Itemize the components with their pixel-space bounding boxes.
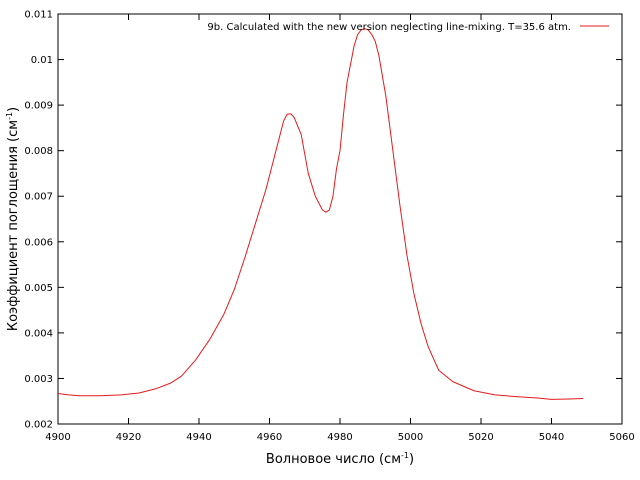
data-point: [428, 346, 429, 347]
data-point: [346, 82, 347, 83]
x-axis-title: Волновое число (см-1): [266, 451, 414, 467]
data-point: [283, 120, 284, 121]
data-point: [301, 134, 302, 135]
data-point: [329, 209, 330, 210]
data-point: [315, 196, 316, 197]
data-point: [272, 161, 273, 162]
data-point: [385, 95, 386, 96]
y-tick-label: 0.007: [24, 192, 53, 203]
data-point: [294, 117, 295, 118]
data-point: [156, 388, 157, 389]
data-point: [325, 212, 326, 213]
data-point: [255, 223, 256, 224]
x-tick-label: 5000: [398, 432, 423, 443]
data-point: [343, 114, 344, 115]
data-point: [378, 54, 379, 55]
x-tick-label: 4940: [186, 432, 211, 443]
y-tick-label: 0.005: [24, 283, 53, 294]
legend-label: 9b. Calculated with the new version negl…: [207, 22, 571, 33]
data-point: [322, 209, 323, 210]
data-point: [68, 394, 69, 395]
x-tick-label: 5060: [609, 432, 634, 443]
data-point: [371, 34, 372, 35]
data-point: [406, 255, 407, 256]
data-point: [287, 114, 288, 115]
data-point: [420, 323, 421, 324]
data-point: [265, 189, 266, 190]
x-tick-label: 5040: [539, 432, 564, 443]
y-tick-label: 0.01: [31, 55, 53, 66]
data-point: [569, 398, 570, 399]
data-point: [244, 257, 245, 258]
data-point: [375, 41, 376, 42]
data-point: [399, 205, 400, 206]
data-point: [339, 150, 340, 151]
data-point: [336, 168, 337, 169]
data-point: [79, 395, 80, 396]
y-tick-label: 0.008: [24, 146, 53, 157]
y-tick-label: 0.006: [24, 237, 53, 248]
data-point: [138, 392, 139, 393]
x-tick-label: 5020: [468, 432, 493, 443]
data-point: [170, 382, 171, 383]
y-tick-label: 0.003: [24, 374, 53, 385]
series-line: [57, 28, 584, 400]
data-point: [495, 394, 496, 395]
data-point: [357, 34, 358, 35]
data-point: [279, 134, 280, 135]
data-point: [438, 370, 439, 371]
data-point: [537, 397, 538, 398]
data-point: [551, 399, 552, 400]
data-point: [354, 45, 355, 46]
data-point: [57, 393, 58, 394]
data-point: [516, 396, 517, 397]
y-axis-title: Коэффициент поглощения (см-1): [5, 107, 21, 331]
x-tick-label: 4980: [327, 432, 352, 443]
y-tick-label: 0.002: [24, 420, 53, 431]
y-tick-label: 0.011: [24, 10, 53, 21]
data-point: [223, 314, 224, 315]
data-point: [234, 289, 235, 290]
data-point: [100, 395, 101, 396]
data-point: [308, 173, 309, 174]
data-point: [290, 113, 291, 114]
data-point: [350, 64, 351, 65]
x-tick-label: 4960: [257, 432, 282, 443]
series-layer: [57, 28, 584, 400]
data-point: [413, 294, 414, 295]
x-tick-label: 4900: [45, 432, 70, 443]
data-point: [452, 381, 453, 382]
data-point: [332, 196, 333, 197]
x-axis-ticks: 4900 4920 4940 4960 4980 5000 5020 5040 5060: [45, 14, 635, 443]
data-point: [583, 398, 584, 399]
y-tick-label: 0.004: [24, 328, 53, 339]
data-point: [473, 390, 474, 391]
data-point: [181, 376, 182, 377]
legend: 9b. Calculated with the new version negl…: [207, 22, 609, 33]
data-point: [392, 150, 393, 151]
data-point: [121, 394, 122, 395]
plot-frame: [57, 13, 623, 425]
data-point: [195, 360, 196, 361]
y-tick-label: 0.009: [24, 101, 53, 112]
data-point: [209, 339, 210, 340]
x-tick-label: 4920: [116, 432, 141, 443]
y-axis-ticks: 0.002 0.003 0.004 0.005 0.006 0.007 0.008 0.009…: [24, 10, 622, 431]
